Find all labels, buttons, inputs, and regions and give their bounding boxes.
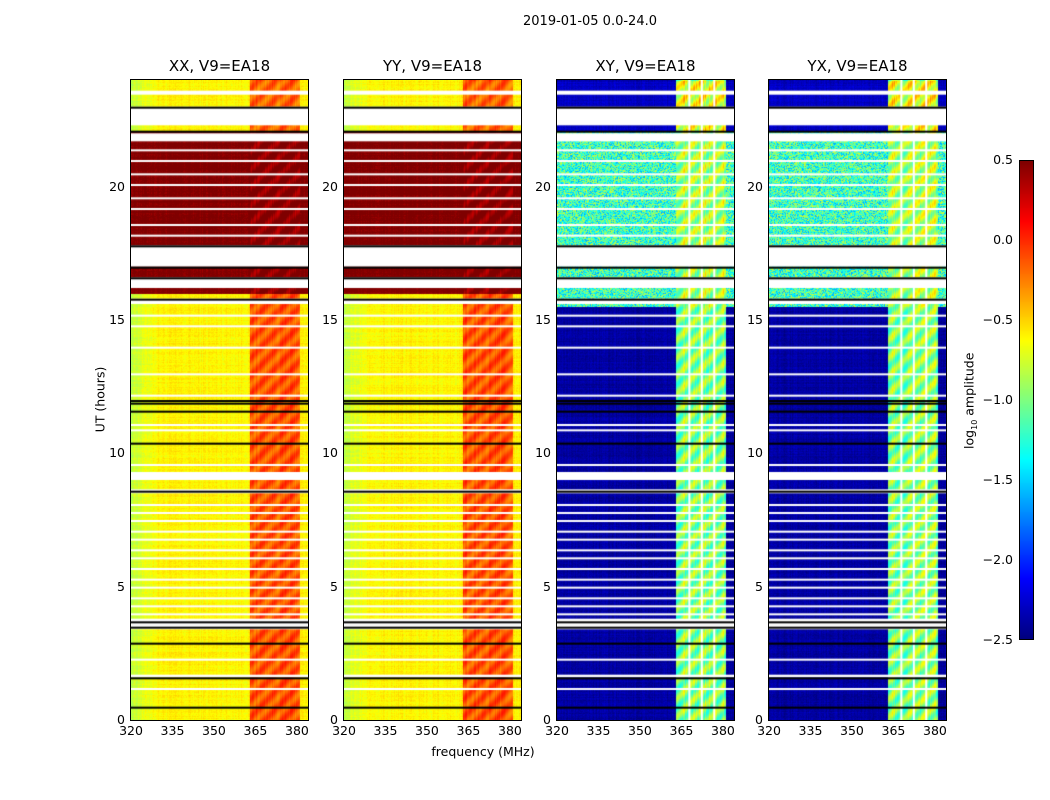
x-tick-label: 320	[332, 723, 356, 738]
colorbar-tick-label: 0.0	[993, 232, 1013, 247]
y-tick-label: 0	[755, 712, 763, 727]
colorbar-tick-label: −1.0	[982, 392, 1013, 407]
y-tick-label: 15	[322, 312, 338, 327]
colorbar-label-sub: 10	[969, 419, 979, 430]
x-tick-label: 320	[757, 723, 781, 738]
colorbar-gradient	[1020, 161, 1033, 639]
heatmap-image	[131, 80, 308, 720]
figure-title: 2019-01-05 0.0-24.0	[523, 14, 657, 29]
x-tick-label: 320	[545, 723, 569, 738]
x-tick-label: 365	[243, 723, 268, 738]
heatmap-panel-yx: YX, V9=EA18 0 5 10 15 20 320 335 350 365 380	[747, 57, 947, 738]
colorbar-tick-label: −1.5	[982, 472, 1013, 487]
colorbar-label-rest: amplitude	[961, 352, 977, 420]
y-tick-label: 5	[755, 578, 763, 594]
y-tick-label: 15	[535, 312, 551, 327]
x-tick-label: 335	[586, 723, 611, 738]
y-tick-label: 20	[747, 178, 763, 194]
panel-title: YY, V9=EA18	[382, 57, 483, 75]
panel-title: XX, V9=EA18	[168, 57, 271, 75]
y-tick-label: 15	[747, 312, 763, 327]
x-tick-label: 350	[840, 723, 864, 738]
x-tick-label: 365	[456, 723, 481, 738]
panel-title: YX, V9=EA18	[807, 57, 908, 75]
y-tick-label: 10	[535, 445, 551, 461]
y-tick-label: 5	[330, 578, 338, 594]
colorbar-tick-label: 0.5	[993, 152, 1013, 167]
y-tick-label: 10	[747, 445, 763, 461]
x-tick-label: 350	[628, 723, 652, 738]
y-tick-label: 0	[330, 712, 338, 727]
x-tick-label: 320	[119, 723, 143, 738]
y-tick-label: 5	[543, 578, 551, 594]
y-tick-label: 20	[109, 178, 125, 194]
x-tick-label: 365	[881, 723, 906, 738]
y-tick-label: 5	[117, 578, 125, 594]
x-tick-label: 380	[498, 723, 522, 738]
y-tick-label: 10	[322, 445, 338, 461]
colorbar-tick-label: −2.0	[982, 552, 1013, 567]
heatmap-panel-xx: XX, V9=EA18 0 5 10 15 20 320 335 350 365 380	[109, 57, 309, 738]
y-tick-label: 0	[117, 712, 125, 727]
y-tick-label: 10	[109, 445, 125, 461]
x-tick-label: 335	[798, 723, 823, 738]
y-tick-label: 15	[109, 312, 125, 327]
colorbar-label: log10 amplitude	[961, 336, 979, 466]
y-tick-label: 20	[535, 178, 551, 194]
heatmap-panel-yy: YY, V9=EA18 0 5 10 15 20 320 335 350 365 380	[322, 57, 522, 738]
heatmap-image	[557, 80, 734, 720]
x-tick-label: 350	[202, 723, 226, 738]
colorbar-tick-label: −2.5	[982, 632, 1013, 647]
colorbar-tick-label: −0.5	[982, 312, 1013, 327]
colorbar	[1019, 160, 1034, 640]
x-axis-label: frequency (MHz)	[431, 744, 535, 759]
panel-title: XY, V9=EA18	[595, 57, 696, 75]
heatmap-image	[344, 80, 521, 720]
x-tick-label: 335	[160, 723, 185, 738]
colorbar-label-log: log	[961, 429, 977, 449]
y-axis-label: UT (hours)	[92, 366, 108, 433]
x-tick-label: 380	[285, 723, 309, 738]
heatmap-image	[769, 80, 946, 720]
x-tick-label: 380	[923, 723, 947, 738]
x-tick-label: 380	[711, 723, 735, 738]
heatmap-panel-xy: XY, V9=EA18 0 5 10 15 20 320 335 350 365 380	[535, 57, 735, 738]
x-tick-label: 365	[669, 723, 694, 738]
x-tick-label: 335	[373, 723, 398, 738]
y-tick-label: 0	[543, 712, 551, 727]
y-tick-label: 20	[322, 178, 338, 194]
x-tick-label: 350	[415, 723, 439, 738]
